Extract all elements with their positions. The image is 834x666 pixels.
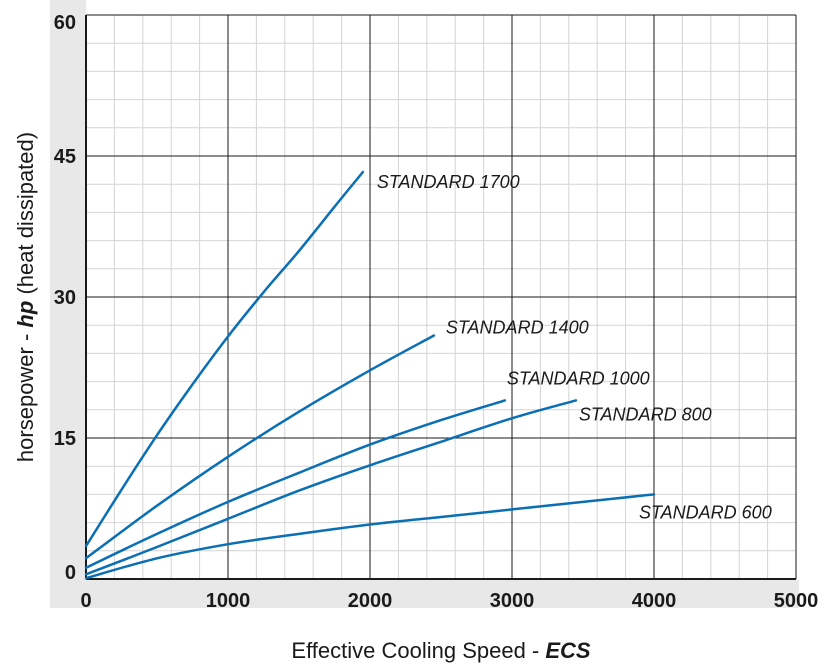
x-tick-label: 3000 xyxy=(490,590,535,612)
x-tick-label: 0 xyxy=(80,590,91,612)
series-line xyxy=(84,170,365,548)
y-tick-label: 0 xyxy=(65,562,76,584)
series-line xyxy=(84,399,507,569)
y-tick-label: 45 xyxy=(54,146,76,168)
y-tick-label: 15 xyxy=(54,428,76,450)
y-axis-title: horsepower - hp (heat dissipated) xyxy=(13,132,38,462)
series-label: STANDARD 800 xyxy=(579,404,712,424)
x-tick-band xyxy=(50,580,799,608)
series-line xyxy=(84,334,436,560)
series-label: STANDARD 1700 xyxy=(377,172,520,192)
series-labels: STANDARD 1700 STANDARD 1400 STANDARD 1000 S… xyxy=(377,172,772,522)
tick-labels: 0 1000 2000 3000 4000 5000 0 15 30 45 60 xyxy=(54,12,819,612)
grid xyxy=(85,14,797,580)
x-tick-label: 4000 xyxy=(632,590,677,612)
x-tick-label: 2000 xyxy=(348,590,393,612)
series-label: STANDARD 1400 xyxy=(446,318,589,338)
x-tick-label: 1000 xyxy=(206,590,251,612)
x-tick-label: 5000 xyxy=(774,590,819,612)
y-tick-band xyxy=(50,0,86,608)
series-line xyxy=(84,399,578,576)
series-label: STANDARD 1000 xyxy=(507,368,650,388)
x-axis-title: Effective Cooling Speed - ECS xyxy=(291,638,591,663)
y-tick-label: 30 xyxy=(54,287,76,309)
y-tick-label: 60 xyxy=(54,12,76,34)
series-line xyxy=(84,493,656,580)
series-lines xyxy=(84,170,656,580)
series-label: STANDARD 600 xyxy=(639,502,772,522)
